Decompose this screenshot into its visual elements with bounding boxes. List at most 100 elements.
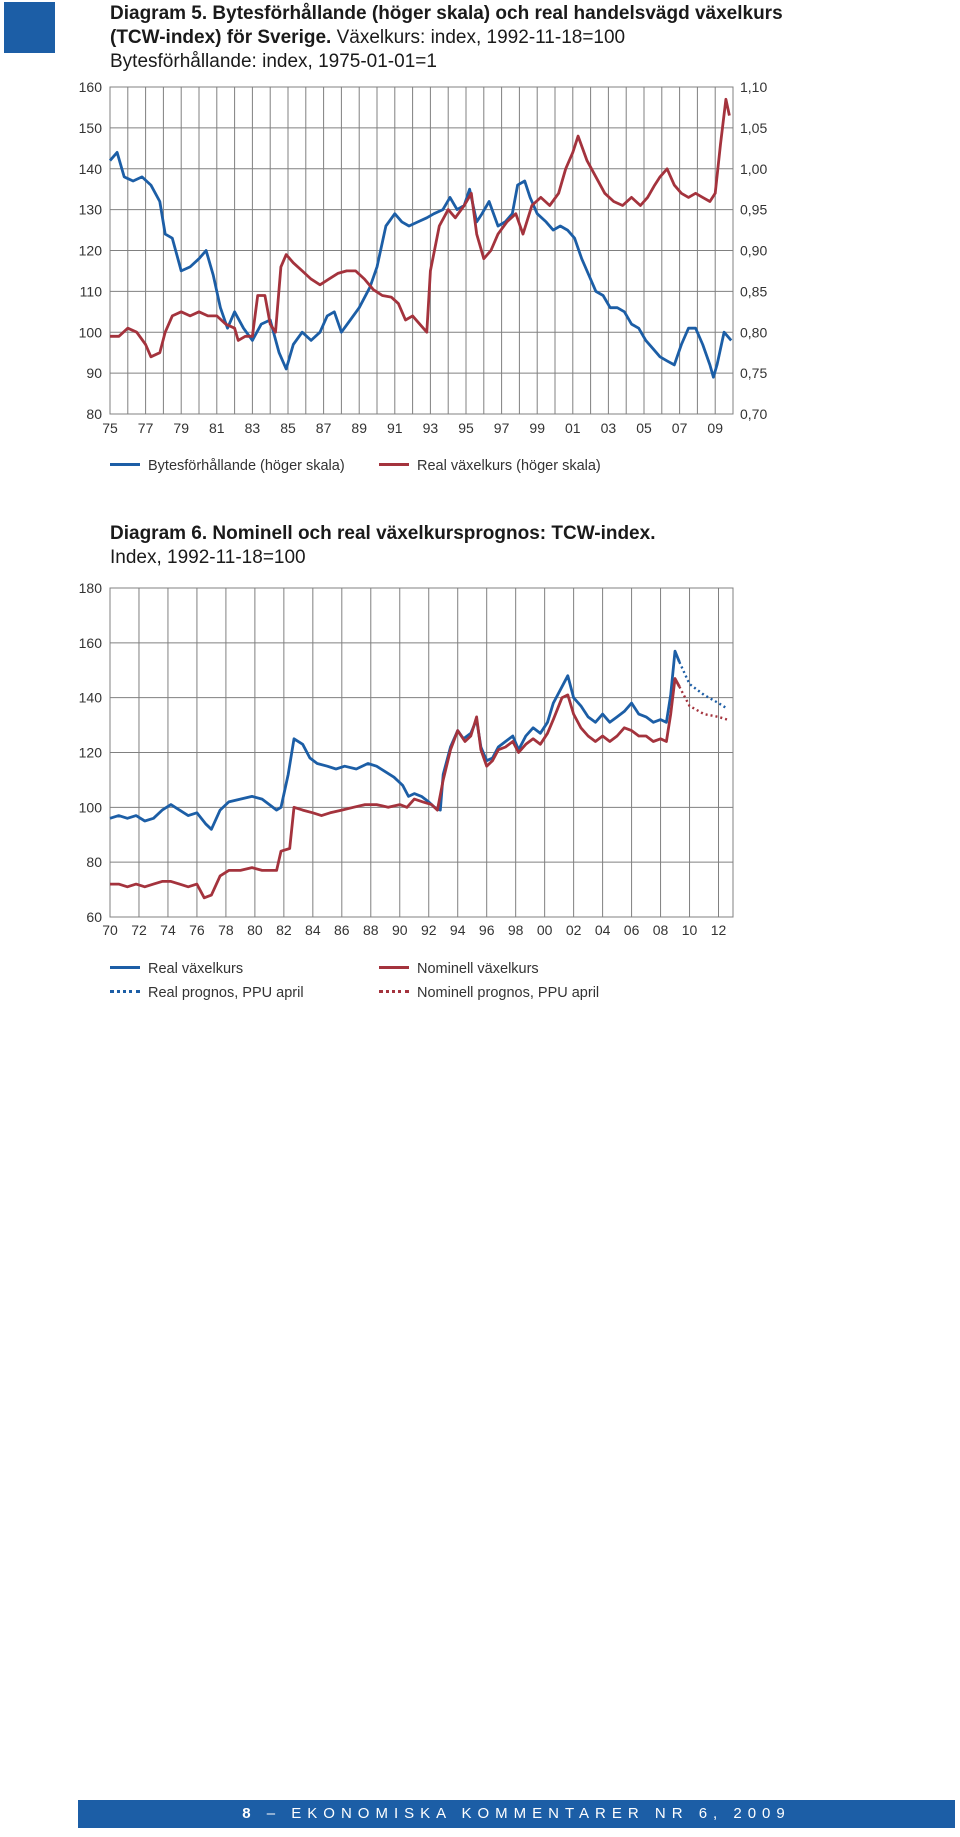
x-tick-label: 85 [280,420,296,436]
y-tick-left: 110 [80,283,103,299]
series-line [110,97,731,359]
x-tick-label: 82 [276,922,292,938]
x-tick-label: 91 [387,420,403,436]
x-tick-label: 05 [636,420,652,436]
plot-frame [109,587,734,918]
chart2-title: Diagram 6. Nominell och real växelkurspr… [110,522,655,570]
y-tick-left: 150 [79,120,103,136]
footer-publication: EKONOMISKA KOMMENTARER NR 6, 2009 [291,1805,791,1822]
chart1-plot: 80 90 100 110 120 130 140 150 160 0,70 0,75 0,80 0,8… [79,79,768,436]
x-tick-label: 99 [529,420,545,436]
x-tick-label: 01 [565,420,581,436]
legend-label: Real växelkurs (höger skala) [417,458,601,474]
chart2-plot: 70 72 74 76 78 80 82 84 86 88 90 92 94 96 98 00 02 04 06 08… [79,580,734,938]
plot-frame [109,86,734,415]
chart1-title-rest: Växelkurs: index, 1992-11-18=100 [331,27,626,48]
x-tick-label: 78 [218,922,234,938]
x-tick-label: 70 [102,922,118,938]
y-tick-right: 0,90 [740,243,767,259]
y-tick-right: 0,85 [740,283,767,299]
legend-label: Nominell växelkurs [417,961,539,977]
y-tick-right: 0,80 [740,324,767,340]
x-tick-label: 03 [601,420,617,436]
x-tick-label: 93 [423,420,439,436]
x-tick-label: 88 [363,922,379,938]
x-tick-label: 97 [494,420,510,436]
legend-item-nominal-forecast: Nominell prognos, PPU april [379,985,599,1001]
y-tick-right: 0,95 [740,202,767,218]
x-tick-label: 87 [316,420,332,436]
y-tick: 160 [79,635,103,651]
x-tick-label: 12 [711,922,727,938]
x-tick-label: 75 [102,420,118,436]
footer-bar: 8 – EKONOMISKA KOMMENTARER NR 6, 2009 [78,1800,955,1828]
legend-swatch-red [379,965,409,969]
x-tick-label: 95 [458,420,474,436]
x-tick-label: 81 [209,420,225,436]
x-tick-label: 07 [672,420,688,436]
x-tick-label: 84 [305,922,321,938]
x-tick-label: 76 [189,922,205,938]
y-tick-left: 80 [86,406,102,422]
chart1-title-line2: (TCW-index) för Sverige. [110,27,332,48]
forecast-line [678,686,728,721]
corner-square [4,2,55,53]
chart1-title-line1: Diagram 5. Bytesförhållande (höger skala… [110,3,783,24]
y-tick-left: 120 [79,243,103,259]
legend-label: Real prognos, PPU april [148,985,304,1001]
legend-label: Nominell prognos, PPU april [417,985,600,1001]
y-tick-right: 1,05 [740,120,767,136]
y-tick-left: 140 [79,161,103,177]
chart1-subtitle: Bytesförhållande: index, 1975-01-01=1 [110,51,437,72]
y-tick-right: 0,75 [740,365,767,381]
x-tick-label: 86 [334,922,350,938]
y-tick-left: 90 [86,365,102,381]
y-tick-right: 1,00 [740,161,767,177]
chart1-title: Diagram 5. Bytesförhållande (höger skala… [110,2,783,74]
x-tick-label: 96 [479,922,495,938]
legend-item-terms-of-trade: Bytesförhållande (höger skala) [110,458,345,474]
x-tick-label: 92 [421,922,437,938]
y-tick-left: 130 [79,202,103,218]
chart2-subtitle: Index, 1992-11-18=100 [110,547,306,568]
x-tick-label: 83 [245,420,261,436]
legend-item-real-exchange-rate: Real växelkurs (höger skala) [379,458,601,474]
legend-swatch-red-dotted [379,989,409,993]
y-tick-right: 0,70 [740,406,767,422]
x-tick-label: 08 [653,922,669,938]
x-tick-label: 79 [173,420,189,436]
y-tick: 100 [79,799,103,815]
x-tick-label: 98 [508,922,524,938]
page-number: 8 [242,1805,257,1822]
x-tick-label: 89 [351,420,367,436]
x-tick-label: 04 [595,922,611,938]
x-tick-label: 10 [682,922,698,938]
series-line [108,151,733,379]
x-tick-label: 94 [450,922,466,938]
x-tick-label: 00 [537,922,553,938]
x-tick-label: 06 [624,922,640,938]
series-line [110,677,681,900]
y-tick: 180 [79,580,103,596]
legend-item-real-forecast: Real prognos, PPU april [110,985,304,1001]
legend-label: Bytesförhållande (höger skala) [148,458,345,474]
y-tick-left: 160 [79,79,103,95]
legend-swatch-blue [110,462,140,466]
legend-swatch-blue [110,965,140,969]
x-tick-label: 74 [160,922,176,938]
legend-item-real: Real växelkurs [110,961,243,977]
x-tick-label: 90 [392,922,408,938]
x-tick-label: 02 [566,922,582,938]
x-tick-label: 09 [707,420,723,436]
legend-swatch-blue-dotted [110,989,140,993]
y-tick: 60 [86,909,102,925]
legend-label: Real växelkurs [148,961,244,977]
x-tick-label: 77 [138,420,154,436]
y-tick-left: 100 [79,324,103,340]
y-tick: 140 [79,690,103,706]
chart2-title-text: Diagram 6. Nominell och real växelkurspr… [110,523,656,544]
x-tick-label: 72 [131,922,147,938]
y-tick: 120 [79,745,103,761]
forecast-line [678,661,728,710]
y-tick: 80 [86,854,102,870]
